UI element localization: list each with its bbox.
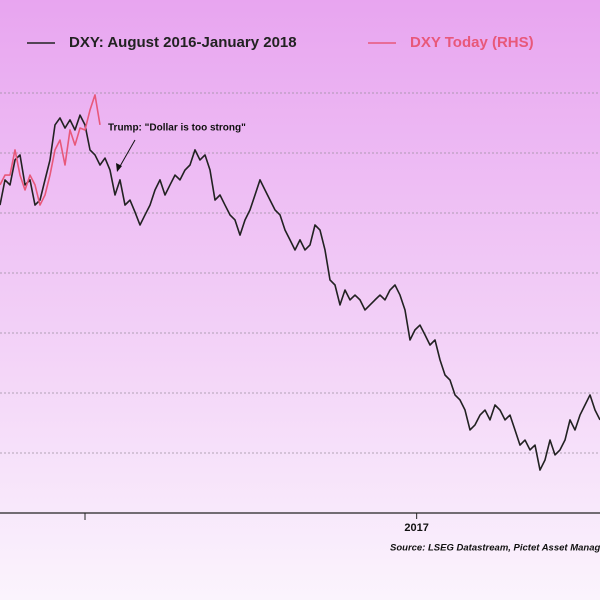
series-line bbox=[0, 114, 600, 471]
x-tick-label: 2017 bbox=[404, 522, 428, 534]
annotation: Trump: "Dollar is too strong" bbox=[108, 123, 246, 134]
legend: DXY: August 2016-January 2018 DXY Today (… bbox=[27, 34, 534, 51]
legend-label: DXY: August 2016-January 2018 bbox=[69, 34, 297, 51]
source: Source: LSEG Datastream, Pictet Asset Ma… bbox=[390, 543, 600, 554]
legend-label: DXY Today (RHS) bbox=[410, 34, 534, 51]
annotation-arrow bbox=[118, 139, 136, 169]
grid bbox=[0, 92, 600, 454]
series-line bbox=[0, 94, 101, 206]
arrow-head bbox=[116, 163, 122, 172]
lines bbox=[0, 94, 600, 471]
